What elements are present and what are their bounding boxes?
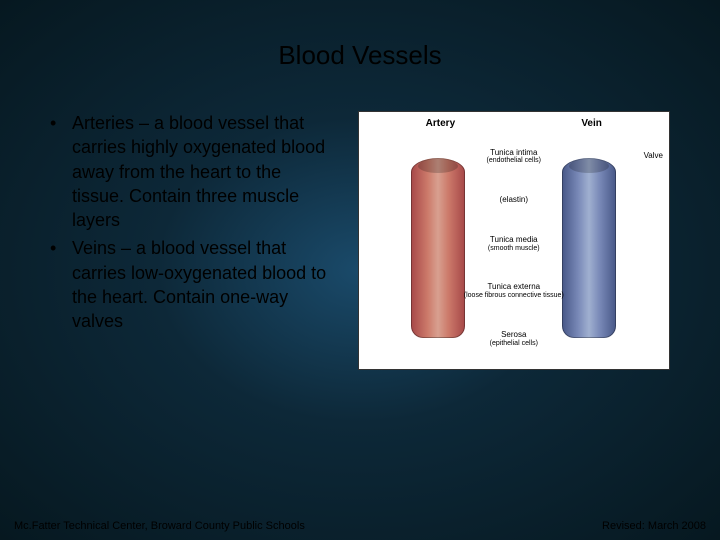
content-area: • Arteries – a blood vessel that carries… — [0, 71, 720, 370]
bullet-text: Arteries – a blood vessel that carries h… — [72, 111, 338, 232]
bullet-text: Veins – a blood vessel that carries low-… — [72, 236, 338, 333]
vein-label: Vein — [581, 118, 602, 129]
footer-right: Revised: March 2008 — [602, 520, 706, 532]
diagram-header: Artery Vein — [363, 118, 665, 129]
bullet-item: • Veins – a blood vessel that carries lo… — [50, 236, 338, 333]
layer-label: (elastin) — [454, 194, 574, 207]
diagram-column: Artery Vein Tunica intima (endothelial c… — [348, 111, 670, 370]
text-column: • Arteries – a blood vessel that carries… — [50, 111, 348, 370]
vessel-diagram: Artery Vein Tunica intima (endothelial c… — [358, 111, 670, 370]
artery-label: Artery — [426, 118, 455, 129]
diagram-body: Tunica intima (endothelial cells) (elast… — [363, 133, 665, 363]
bullet-marker: • — [50, 111, 72, 232]
slide-title: Blood Vessels — [0, 0, 720, 71]
footer-left: Mc.Fatter Technical Center, Broward Coun… — [14, 520, 305, 532]
layer-label: Serosa (epithelial cells) — [454, 329, 574, 349]
bullet-marker: • — [50, 236, 72, 333]
layer-label: Tunica externa (loose fibrous connective… — [454, 281, 574, 301]
footer: Mc.Fatter Technical Center, Broward Coun… — [0, 520, 720, 532]
layer-labels: Tunica intima (endothelial cells) (elast… — [454, 133, 574, 363]
bullet-item: • Arteries – a blood vessel that carries… — [50, 111, 338, 232]
layer-label: Tunica intima (endothelial cells) — [454, 147, 574, 167]
layer-label: Tunica media (smooth muscle) — [454, 234, 574, 254]
valve-label: Valve — [644, 151, 663, 160]
